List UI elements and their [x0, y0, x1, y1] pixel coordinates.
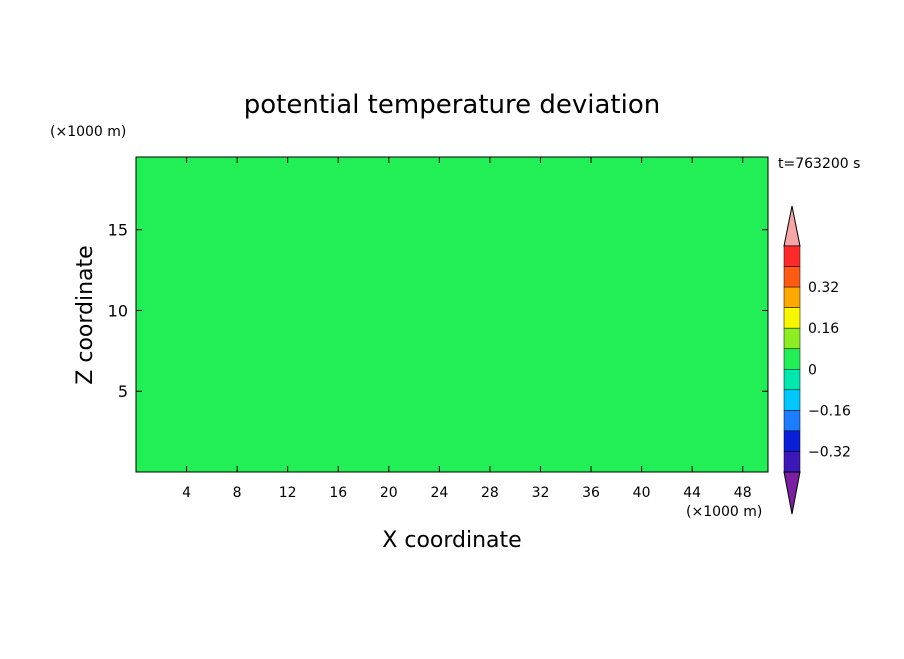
x-tick-label: 28	[481, 485, 499, 501]
colorbar-box	[783, 245, 801, 267]
colorbar-box	[783, 286, 801, 308]
x-tick-label: 48	[734, 485, 752, 501]
colorbar-box	[783, 430, 801, 452]
time-label: t=763200 s	[778, 156, 860, 172]
x-tick-label: 24	[430, 485, 448, 501]
colorbar-bottom-triangle	[783, 471, 801, 515]
x-tick-label: 4	[182, 485, 191, 501]
colorbar-label: −0.16	[808, 403, 851, 419]
colorbar-box	[783, 369, 801, 391]
colorbar-box	[783, 451, 801, 473]
colorbar-label: 0.32	[808, 280, 839, 296]
y-tick-label: 5	[118, 382, 128, 401]
colorbar-box	[783, 348, 801, 370]
colorbar-box	[783, 410, 801, 432]
y-tick-label: 10	[108, 301, 128, 320]
y-axis-label: Z coordinate	[73, 245, 98, 384]
x-tick-label: 44	[683, 485, 701, 501]
y-tick-label: 15	[108, 221, 128, 240]
colorbar: 0.32 0.16 0 −0.16 −0.32	[783, 205, 851, 515]
x-tick-label: 12	[279, 485, 297, 501]
plot-frame	[135, 156, 769, 473]
x-tick-label: 8	[233, 485, 242, 501]
x-tick-label: 20	[380, 485, 398, 501]
x-axis-label: X coordinate	[382, 528, 521, 553]
x-unit-label: (×1000 m)	[686, 504, 762, 520]
colorbar-top-triangle	[783, 205, 801, 247]
field-region	[136, 157, 768, 472]
chart-title: potential temperature deviation	[244, 90, 660, 120]
colorbar-label: 0.16	[808, 321, 839, 337]
colorbar-label: −0.32	[808, 444, 851, 460]
x-tick-label: 32	[532, 485, 550, 501]
y-axis-ticks: 5 10 15	[108, 221, 768, 401]
x-axis-ticks: 4 8 12 16 20 24 28 32 36 40 44 48	[182, 157, 752, 501]
x-tick-label: 16	[329, 485, 347, 501]
colorbar-box	[783, 389, 801, 411]
x-tick-label: 40	[633, 485, 651, 501]
y-unit-label: (×1000 m)	[50, 124, 126, 140]
colorbar-label: 0	[808, 362, 817, 378]
heatmap-field	[136, 157, 768, 472]
colorbar-box	[783, 327, 801, 349]
colorbar-box	[783, 266, 801, 288]
colorbar-box	[783, 307, 801, 329]
x-tick-label: 36	[582, 485, 600, 501]
